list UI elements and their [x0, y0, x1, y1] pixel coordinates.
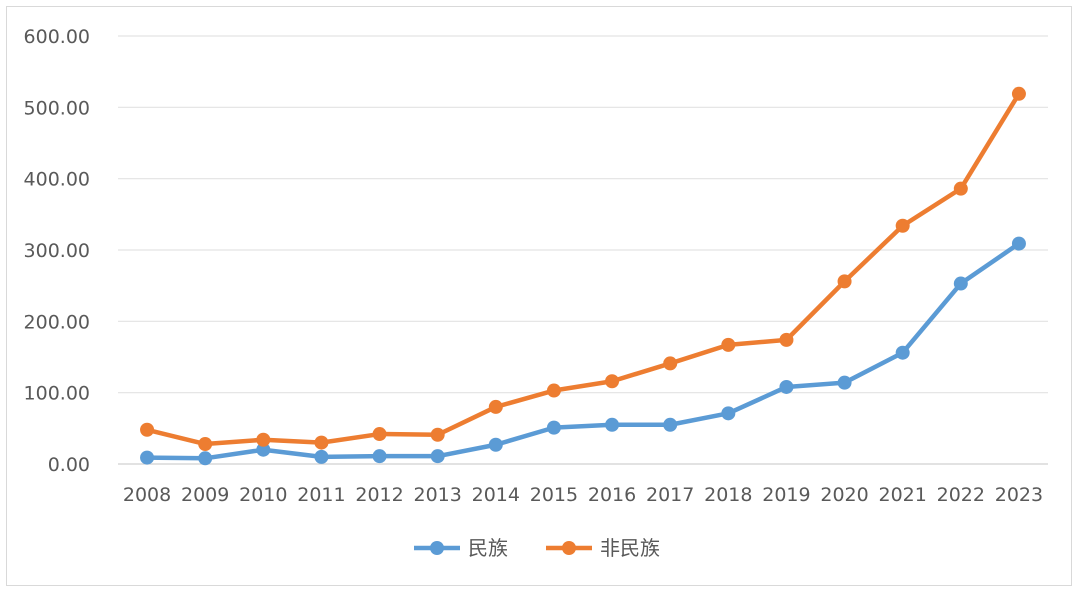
data-point	[837, 274, 852, 289]
x-tick-label: 2015	[530, 484, 578, 506]
data-point	[663, 417, 678, 432]
data-point	[198, 451, 213, 466]
x-tick-label: 2009	[181, 484, 229, 506]
legend-label: 民族	[468, 536, 508, 560]
x-tick-label: 2012	[355, 484, 403, 506]
data-point	[140, 422, 155, 437]
data-point	[721, 406, 736, 421]
series-2	[140, 86, 1026, 452]
data-point	[895, 345, 910, 360]
legend-label: 非民族	[600, 536, 660, 560]
y-tick-label: 100.00	[24, 383, 90, 405]
x-tick-label: 2013	[414, 484, 462, 506]
data-point	[1011, 236, 1026, 251]
x-tick-label: 2018	[704, 484, 752, 506]
data-point	[314, 449, 329, 464]
data-point	[1011, 86, 1026, 101]
data-point	[256, 442, 271, 457]
y-axis-tick-labels: 0.00 100.00 200.00 300.00 400.00 500.00 600.00	[24, 26, 90, 476]
data-point	[779, 379, 794, 394]
x-tick-label: 2011	[297, 484, 345, 506]
data-point	[372, 449, 387, 464]
y-tick-label: 400.00	[24, 169, 90, 191]
x-tick-label: 2023	[995, 484, 1043, 506]
data-point	[953, 276, 968, 291]
data-point	[953, 181, 968, 196]
y-tick-label: 600.00	[24, 26, 90, 48]
legend-marker	[430, 541, 444, 555]
y-tick-label: 0.00	[48, 454, 90, 476]
gridlines	[118, 35, 1048, 465]
x-tick-label: 2022	[937, 484, 985, 506]
data-point	[430, 427, 445, 442]
x-axis-tick-labels: 2008 2009 2010 2011 2012 2013 2014 2015 2016 2017…	[123, 484, 1043, 506]
legend-item: 非民族	[546, 536, 660, 560]
data-point	[605, 417, 620, 432]
series-layer	[140, 86, 1026, 466]
chart-frame	[6, 6, 1072, 586]
x-tick-label: 2019	[762, 484, 810, 506]
series-1	[140, 236, 1026, 466]
x-tick-label: 2020	[820, 484, 868, 506]
x-tick-label: 2016	[588, 484, 636, 506]
data-point	[605, 374, 620, 389]
x-tick-label: 2017	[646, 484, 694, 506]
data-point	[721, 337, 736, 352]
data-point	[256, 432, 271, 447]
series-line	[144, 241, 1022, 461]
series-line	[144, 91, 1022, 447]
legend: 民族 非民族	[414, 536, 660, 560]
legend-item: 民族	[414, 536, 508, 560]
y-tick-label: 500.00	[24, 97, 90, 119]
data-point	[546, 420, 561, 435]
y-tick-label: 200.00	[24, 311, 90, 333]
data-point	[140, 450, 155, 465]
x-tick-label: 2021	[879, 484, 927, 506]
data-point	[430, 449, 445, 464]
data-point	[314, 435, 329, 450]
data-point	[198, 437, 213, 452]
legend-marker	[562, 541, 576, 555]
data-point	[488, 399, 503, 414]
data-point	[488, 437, 503, 452]
data-point	[372, 427, 387, 442]
data-point	[895, 218, 910, 233]
x-tick-label: 2010	[239, 484, 287, 506]
data-point	[779, 332, 794, 347]
data-point	[663, 356, 678, 371]
data-point	[837, 375, 852, 390]
x-tick-label: 2008	[123, 484, 171, 506]
data-point	[546, 383, 561, 398]
x-tick-label: 2014	[472, 484, 520, 506]
y-tick-label: 300.00	[24, 240, 90, 262]
